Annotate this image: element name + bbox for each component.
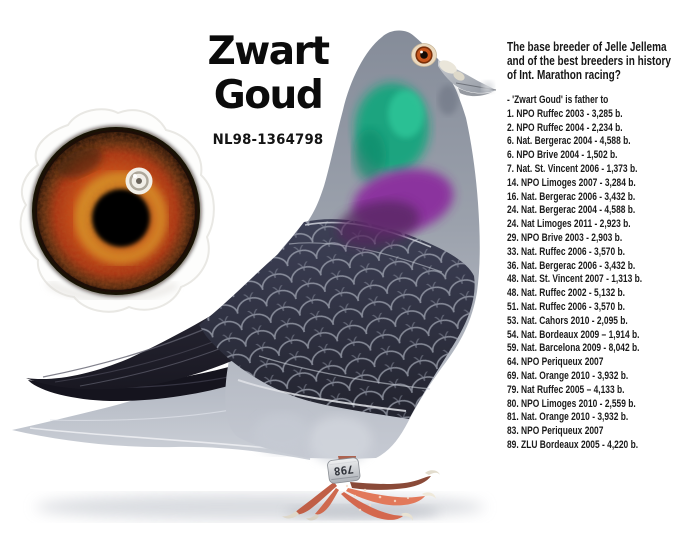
results-column: The base breeder of Jelle Jellema and of…	[507, 40, 700, 453]
front-foot-middle-toe	[346, 488, 425, 506]
pigeon-name-line2: Goud	[213, 73, 324, 118]
result-line: 69. Nat. Orange 2010 - 3,932 b.	[507, 369, 629, 382]
result-line: 83. NPO Periqueux 2007	[507, 425, 604, 438]
results-list: - 'Zwart Goud' is father to 1. NPO Ruffe…	[507, 94, 700, 453]
heading-line: of Int. Marathon racing?	[507, 68, 621, 82]
result-line: 48. Nat. St. Vincent 2007 - 1,313 b.	[507, 273, 643, 286]
result-line: 6. Nat. Bergerac 2004 - 4,588 b.	[507, 135, 631, 148]
result-line: 53. Nat. Cahors 2010 - 2,095 b.	[507, 314, 628, 327]
beak-lower-mandible	[458, 88, 496, 97]
result-line: 48. Nat. Ruffec 2002 - 5,132 b.	[507, 287, 625, 300]
leg-ring-band: 798	[327, 457, 361, 484]
beak-cere-wattle	[439, 60, 457, 74]
result-line: 1. NPO Ruffec 2003 - 3,285 b.	[507, 107, 623, 120]
eye-pupil	[92, 189, 150, 247]
result-line: 36. Nat. Bergerac 2006 - 3,432 b.	[507, 259, 636, 272]
result-line: 2. NPO Ruffec 2004 - 2,234 b.	[507, 121, 623, 134]
result-line: 79. Nat Ruffec 2005 – 4,133 b.	[507, 383, 625, 396]
result-line: 29. NPO Brive 2003 - 2,903 b.	[507, 231, 623, 244]
result-line: 51. Nat. Ruffec 2006 - 3,570 b.	[507, 300, 625, 313]
result-line: 80. NPO Limoges 2010 - 2,559 b.	[507, 397, 636, 410]
heading-line: The base breeder of Jelle Jellema	[507, 40, 667, 54]
front-foot-back-toe	[350, 476, 431, 490]
result-line: 24. Nat Limoges 2011 - 2,923 b.	[507, 218, 631, 231]
pigeon-name-line1: Zwart	[207, 29, 330, 74]
pigeon-photo: 798	[12, 30, 497, 521]
result-line: 7. Nat. St. Vincent 2006 - 1,373 b.	[507, 162, 638, 175]
title-block: Zwart Goud NL98-1364798	[168, 29, 368, 149]
rear-foot	[293, 482, 337, 515]
result-line: 54. Nat. Bordeaux 2009 – 1,914 b.	[507, 328, 640, 341]
result-line: 59. Nat. Barcelona 2009 - 8,042 b.	[507, 342, 640, 355]
result-line: 14. NPO Limoges 2007 - 3,284 b.	[507, 176, 636, 189]
ring-band-digits: 798	[333, 462, 354, 477]
ring-number: NL98-1364798	[212, 132, 324, 148]
eye-photo	[19, 108, 215, 313]
front-foot-front-toe	[341, 492, 403, 520]
result-line: 89. ZLU Bordeaux 2005 - 4,220 b.	[507, 438, 639, 451]
column-heading: The base breeder of Jelle Jellema and of…	[507, 40, 700, 82]
heading-line: and of the best breeders in history	[507, 54, 671, 68]
result-line: 24. Nat. Bergerac 2004 - 4,588 b.	[507, 204, 636, 217]
result-line: 33. Nat. Ruffec 2006 - 3,570 b.	[507, 245, 625, 258]
result-line: 6. NPO Brive 2004 - 1,502 b.	[507, 149, 618, 162]
foot-speckles	[345, 484, 410, 512]
results-intro: - 'Zwart Goud' is father to	[507, 94, 609, 106]
result-line: 16. Nat. Bergerac 2006 - 3,432 b.	[507, 190, 636, 203]
result-line: 81. Nat. Orange 2010 - 3,932 b.	[507, 411, 629, 424]
result-line: 64. NPO Periqueux 2007	[507, 356, 604, 369]
